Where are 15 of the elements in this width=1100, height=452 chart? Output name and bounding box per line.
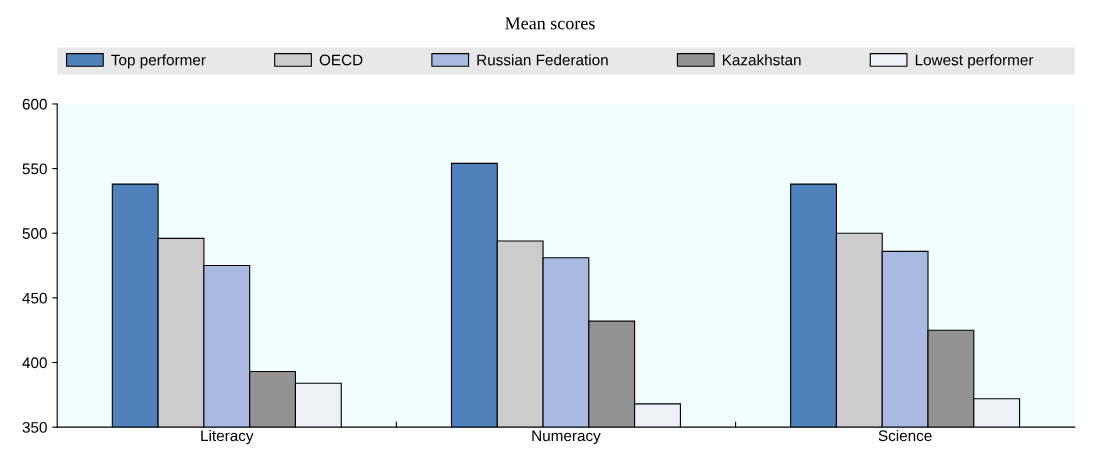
- legend-label: Top performer: [111, 54, 206, 69]
- x-tick-label: Numeracy: [532, 430, 601, 445]
- legend-label: Kazakhstan: [722, 54, 801, 66]
- y-tick-label: 350: [22, 422, 47, 433]
- x-tick-label: Literacy: [201, 429, 254, 445]
- legend-label: OECD: [319, 54, 363, 66]
- chart-title: Mean scores: [505, 17, 595, 30]
- y-tick-label: 450: [22, 292, 47, 304]
- y-tick-label: 400: [22, 357, 47, 369]
- x-tick-label: Science: [878, 429, 932, 442]
- y-tick-label: 600: [22, 98, 47, 110]
- y-tick-label: 550: [22, 163, 47, 175]
- y-tick-label: 500: [22, 228, 47, 239]
- legend-label: Russian Federation: [477, 54, 608, 66]
- legend-label: Lowest performer: [915, 54, 1034, 69]
